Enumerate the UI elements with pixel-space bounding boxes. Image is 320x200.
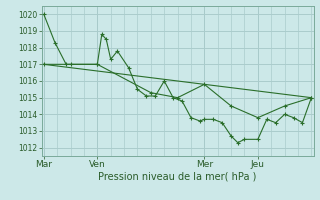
X-axis label: Pression niveau de la mer( hPa ): Pression niveau de la mer( hPa ): [99, 172, 257, 182]
